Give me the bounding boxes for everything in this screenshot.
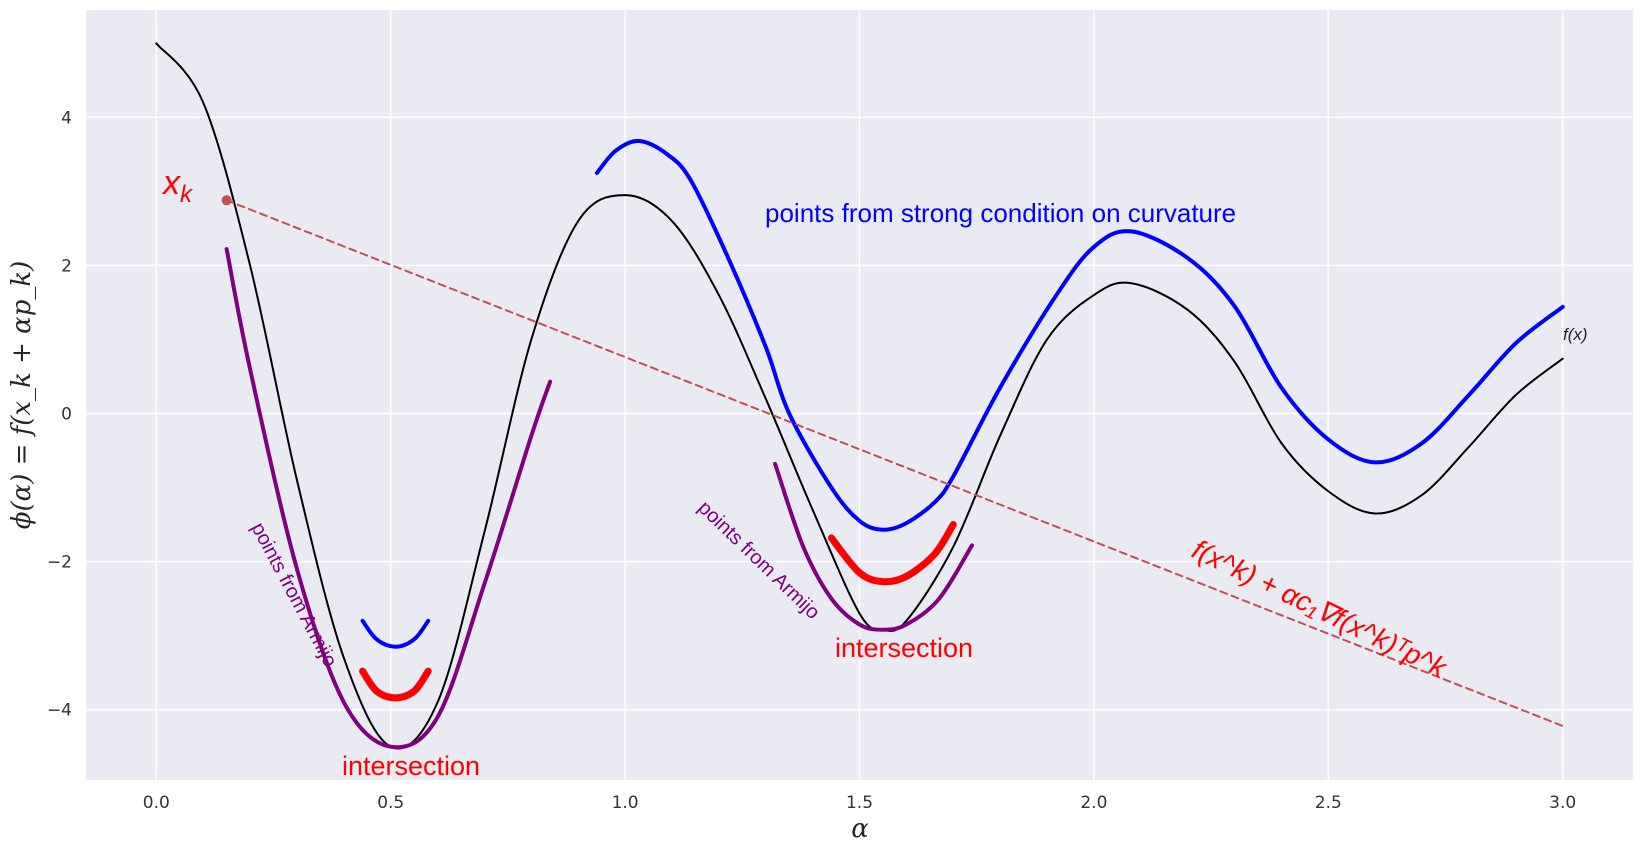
grid-lines xyxy=(86,10,1633,780)
y-tick-labels: −4 −2 0 2 4 xyxy=(47,108,72,720)
strong-curvature-curve-segment-1 xyxy=(360,618,431,649)
x-tick-label: 1.5 xyxy=(846,793,873,813)
armijo-line xyxy=(225,199,1564,727)
fx-label: f(x) xyxy=(1563,325,1588,344)
xk-point-marker xyxy=(221,195,232,206)
x-axis-title: α xyxy=(851,814,869,844)
y-tick-label: −2 xyxy=(47,553,72,573)
armijo-curve-segment-2 xyxy=(773,461,975,632)
x-tick-label: 0.5 xyxy=(377,793,404,813)
x-tick-label: 3.0 xyxy=(1549,793,1576,813)
intersection-curve-segment-2 xyxy=(827,521,957,586)
intersection-curve-segment-1 xyxy=(359,667,432,702)
y-tick-label: 4 xyxy=(61,108,72,128)
x-tick-label: 1.0 xyxy=(612,793,639,813)
strong-curvature-curve-segment-2 xyxy=(594,139,1565,532)
x-tick-label: 2.5 xyxy=(1315,793,1342,813)
intersection-label-1: intersection xyxy=(342,751,480,781)
strong-curvature-label: points from strong condition on curvatur… xyxy=(765,198,1236,228)
x-tick-label: 2.0 xyxy=(1080,793,1107,813)
y-tick-label: 0 xyxy=(61,405,72,425)
y-tick-label: 2 xyxy=(61,256,72,276)
x-tick-labels: 0.0 0.5 1.0 1.5 2.0 2.5 3.0 xyxy=(143,793,1576,813)
x-tick-label: 0.0 xyxy=(143,793,170,813)
fx-curve xyxy=(155,42,1564,750)
y-axis-title: ϕ(α) = f(x_k + αp_k) xyxy=(7,261,37,529)
y-tick-label: −4 xyxy=(47,701,72,721)
armijo-curve-segment-1 xyxy=(224,247,553,750)
series-layer xyxy=(155,42,1565,750)
xk-label: xk xyxy=(161,164,194,208)
intersection-label-2: intersection xyxy=(835,633,973,663)
